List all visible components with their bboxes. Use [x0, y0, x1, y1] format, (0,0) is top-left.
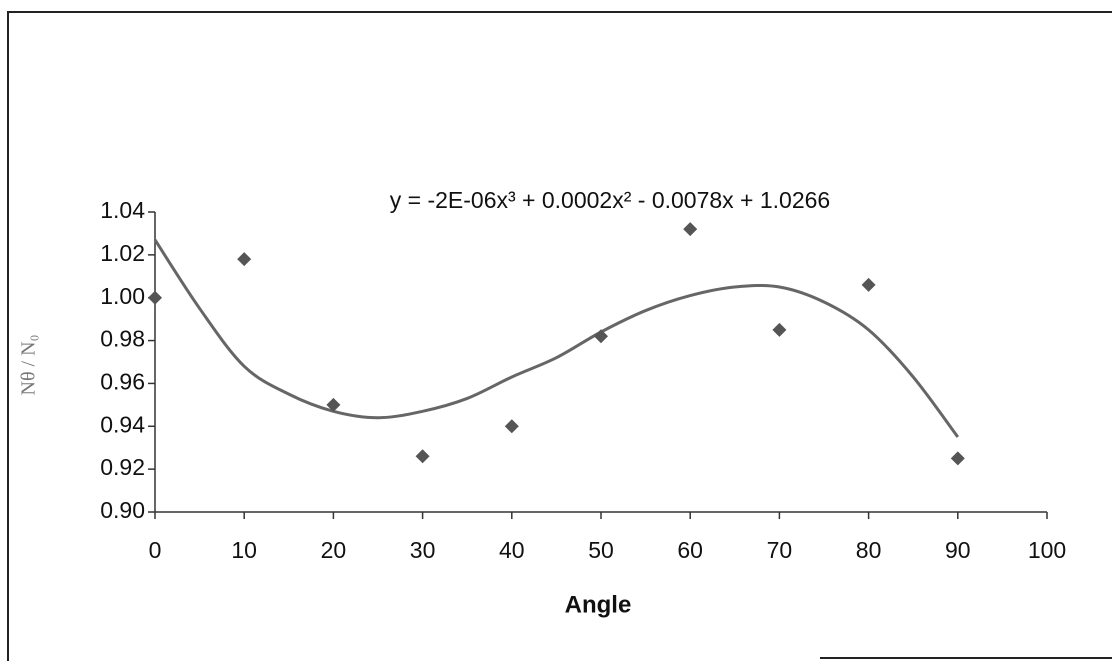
- data-point: [416, 449, 430, 463]
- y-tick-label: 0.94: [100, 411, 145, 437]
- chart-frame: [8, 12, 1112, 661]
- x-tick-label: 70: [767, 537, 793, 563]
- x-tick-label: 100: [1028, 537, 1066, 563]
- data-point: [237, 252, 251, 266]
- y-tick-label: 1.04: [100, 197, 145, 223]
- x-tick-label: 40: [499, 537, 525, 563]
- x-axis-label: Angle: [565, 591, 632, 618]
- x-tick-label: 60: [677, 537, 703, 563]
- data-point: [772, 323, 786, 337]
- y-axis-label: Nθ / N₀: [18, 334, 40, 395]
- y-tick-label: 0.92: [100, 454, 145, 480]
- x-tick-label: 10: [231, 537, 257, 563]
- data-point: [862, 278, 876, 292]
- data-point: [148, 291, 162, 305]
- y-tick-label: 0.96: [100, 369, 145, 395]
- x-tick-label: 80: [856, 537, 882, 563]
- data-point: [594, 329, 608, 343]
- x-tick-label: 90: [945, 537, 971, 563]
- chart: y = -2E-06x³ + 0.0002x² - 0.0078x + 1.02…: [0, 0, 1112, 661]
- x-tick-label: 0: [149, 537, 162, 563]
- x-tick-label: 50: [588, 537, 614, 563]
- trendline: [155, 240, 958, 437]
- y-tick-label: 1.00: [100, 283, 145, 309]
- data-point: [683, 222, 697, 236]
- trend-equation: y = -2E-06x³ + 0.0002x² - 0.0078x + 1.02…: [390, 187, 830, 213]
- x-tick-label: 30: [410, 537, 436, 563]
- x-tick-label: 20: [321, 537, 347, 563]
- y-tick-label: 1.02: [100, 240, 145, 266]
- data-point: [505, 419, 519, 433]
- y-tick-label: 0.90: [100, 497, 145, 523]
- data-point: [951, 451, 965, 465]
- y-tick-label: 0.98: [100, 326, 145, 352]
